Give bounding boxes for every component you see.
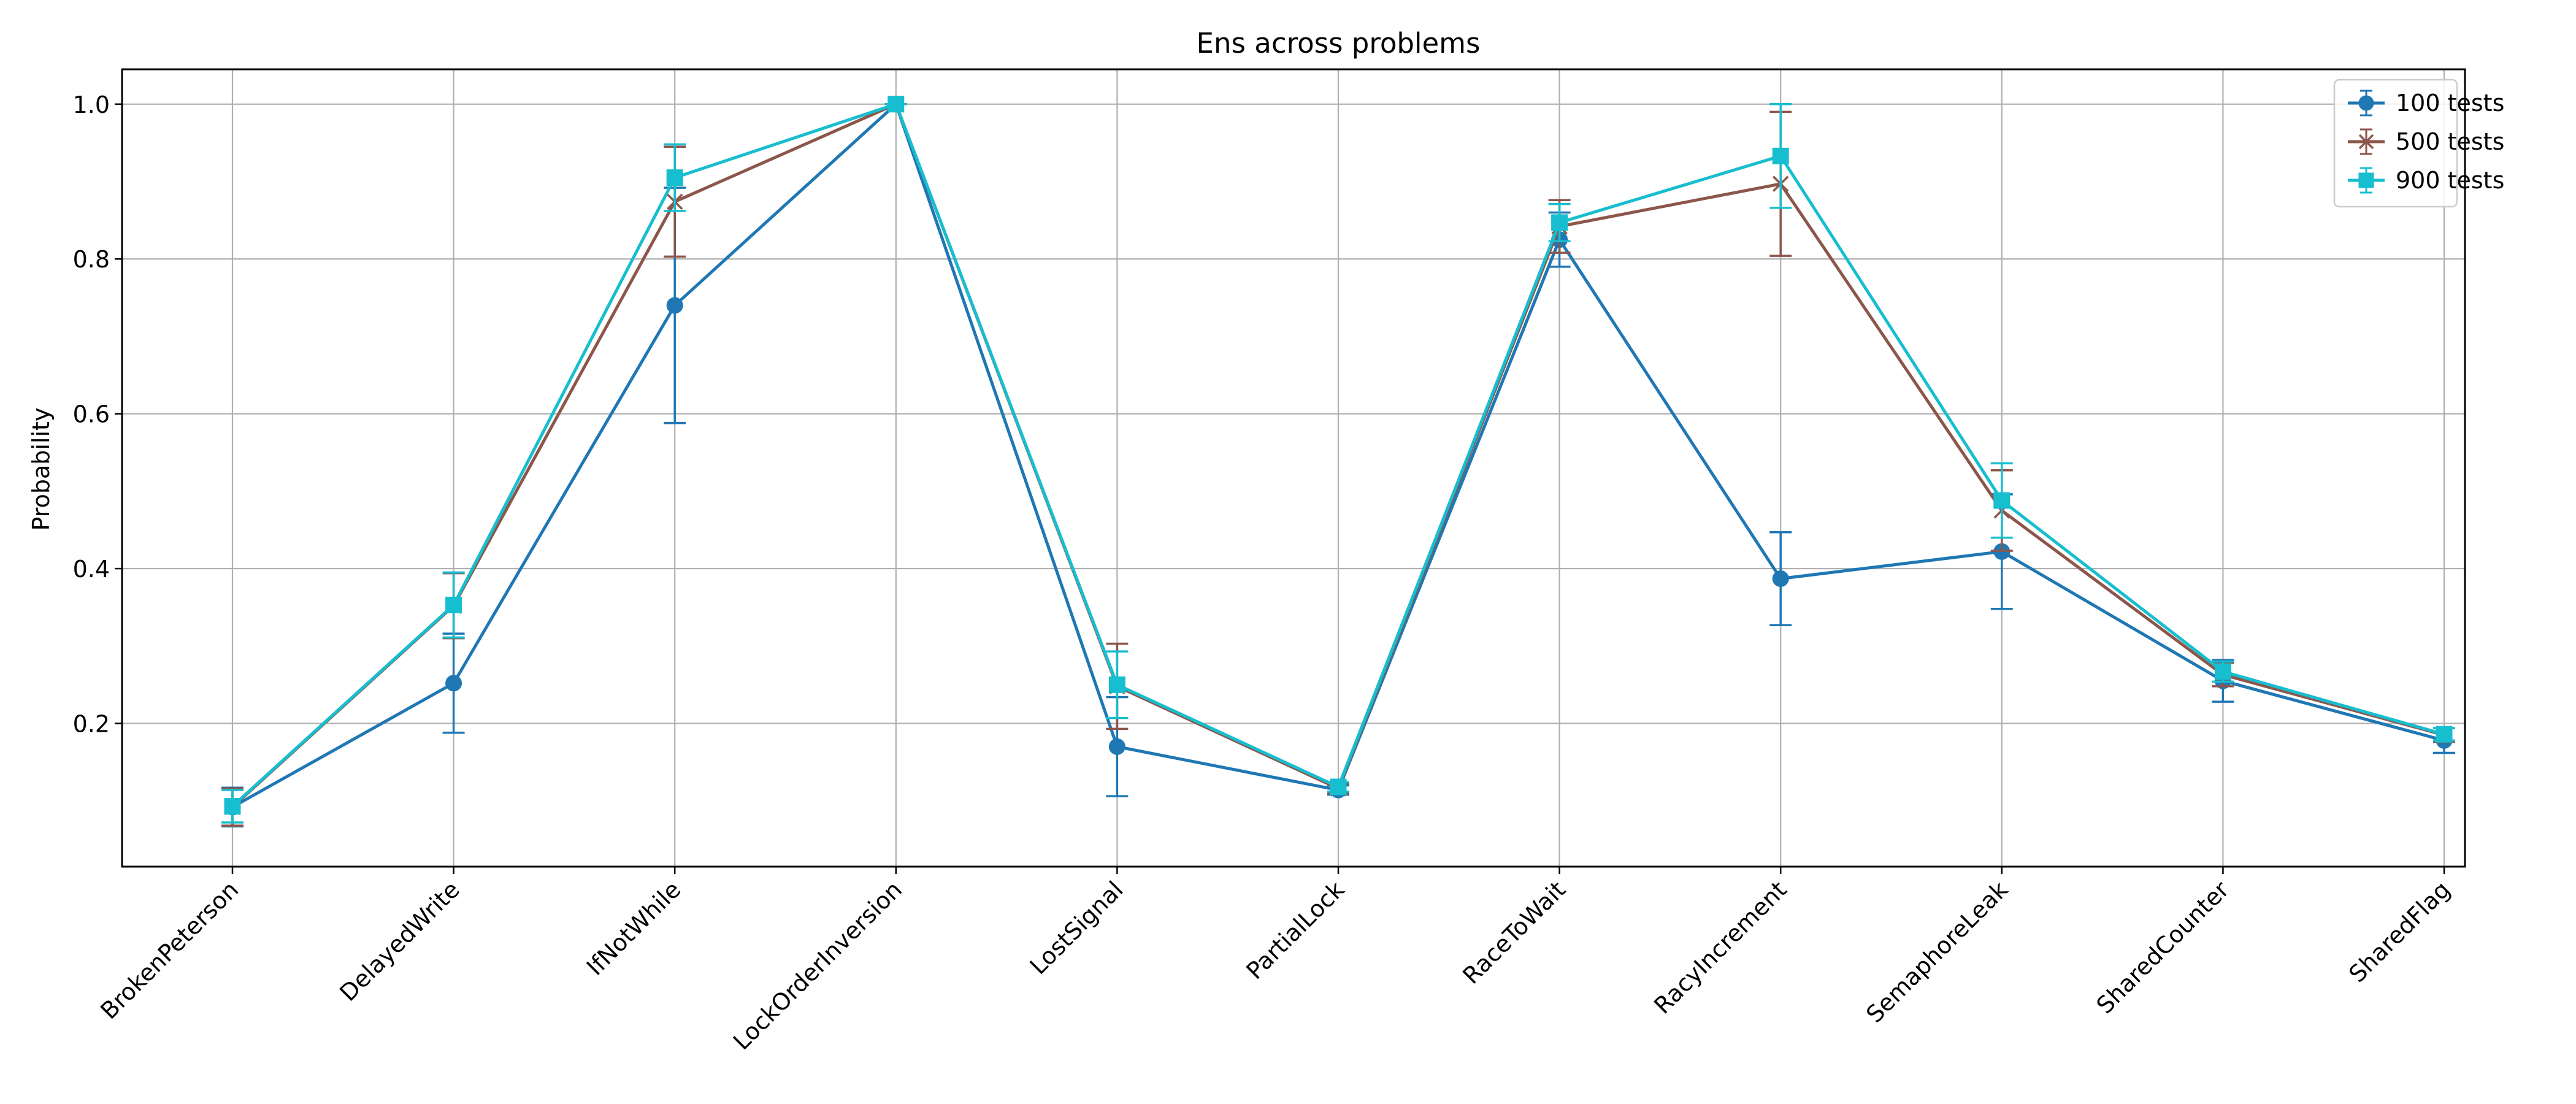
x-tick-label: RacyIncrement <box>1649 876 1792 1019</box>
data-point <box>666 297 683 314</box>
data-point <box>2214 663 2231 680</box>
legend-label: 900 tests <box>2396 167 2504 194</box>
data-point <box>1551 214 1568 231</box>
data-point <box>1772 147 1789 164</box>
y-axis: 0.2 0.4 0.6 0.8 1.0 <box>73 91 122 738</box>
data-point <box>1108 738 1125 755</box>
legend-marker <box>2358 134 2374 150</box>
legend-item: 500 tests <box>2348 128 2504 155</box>
x-axis: BrokenPeterson DelayedWrite IfNotWhile Lock… <box>95 867 2455 1055</box>
y-axis-label: Probability <box>28 408 55 531</box>
data-point <box>1772 570 1789 587</box>
x-tick-label: SemaphoreLeak <box>1861 876 2013 1028</box>
series-layer <box>221 96 2455 828</box>
data-point <box>445 596 462 613</box>
legend-label: 500 tests <box>2396 128 2504 155</box>
data-point <box>1993 492 2011 509</box>
legend-marker <box>2358 95 2374 111</box>
y-tick-label: 0.8 <box>73 246 110 273</box>
x-tick-label: SharedFlag <box>2344 876 2455 987</box>
x-tick-label: BrokenPeterson <box>95 876 243 1024</box>
data-point <box>1330 778 1347 795</box>
series-3 <box>221 96 2455 824</box>
grid <box>122 69 2465 867</box>
y-tick-label: 0.6 <box>73 401 110 428</box>
data-point <box>224 798 241 815</box>
plot-frame <box>121 68 2466 868</box>
x-tick-label: SharedCounter <box>2091 876 2234 1019</box>
chart-title: Ens across problems <box>1197 27 1481 59</box>
legend-label: 100 tests <box>2396 90 2504 117</box>
data-point <box>666 169 683 186</box>
x-tick-label: DelayedWrite <box>334 876 465 1006</box>
x-tick-label: LostSignal <box>1025 876 1129 979</box>
x-tick-label: RaceToWait <box>1457 876 1571 989</box>
y-tick-label: 0.4 <box>73 556 110 583</box>
x-tick-label: IfNotWhile <box>581 876 686 981</box>
x-tick-label: LockOrderInversion <box>728 876 907 1055</box>
legend-marker <box>2358 172 2374 188</box>
data-point <box>445 675 462 692</box>
legend-item: 900 tests <box>2348 167 2504 194</box>
legend: 100 tests 500 tests 900 tests <box>2333 79 2504 208</box>
x-tick-label: PartialLock <box>1241 876 1350 984</box>
data-point <box>887 96 905 113</box>
y-tick-label: 1.0 <box>73 91 110 118</box>
data-point <box>2436 726 2453 743</box>
y-tick-label: 0.2 <box>73 711 110 738</box>
legend-item: 100 tests <box>2348 90 2504 117</box>
data-point <box>1108 676 1125 693</box>
